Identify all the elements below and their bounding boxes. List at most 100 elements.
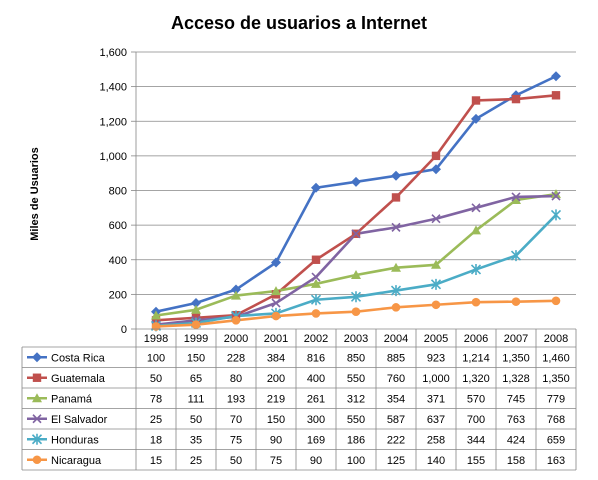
- legend-series-name: El Salvador: [51, 414, 108, 426]
- data-point-marker: [151, 316, 161, 325]
- data-point-marker: [391, 303, 401, 312]
- y-tick-label: 1,400: [99, 82, 127, 94]
- data-point-marker: [551, 91, 561, 100]
- x-tick-label: 2008: [544, 333, 568, 345]
- table-cell-value: 763: [507, 414, 525, 426]
- legend-series-name: Honduras: [51, 434, 99, 446]
- data-point-marker: [391, 170, 401, 181]
- table-cell-value: 587: [387, 414, 405, 426]
- data-point-marker: [351, 229, 361, 239]
- table-cell-value: 1,350: [542, 373, 570, 385]
- data-point-marker: [471, 297, 481, 307]
- table-cell-value: 923: [427, 352, 445, 364]
- data-point-marker: [391, 262, 401, 272]
- data-point-marker: [31, 433, 43, 445]
- data-point-marker: [431, 151, 441, 161]
- data-point-marker: [471, 225, 481, 235]
- table-cell-value: 1,350: [502, 352, 530, 364]
- table-cell-value: 400: [307, 373, 325, 385]
- data-point-marker: [271, 298, 281, 308]
- y-tick-label: 600: [109, 220, 127, 232]
- data-point-marker: [311, 255, 321, 264]
- table-cell-value: 637: [427, 414, 445, 426]
- data-point-marker: [231, 290, 241, 300]
- y-tick-label: 400: [109, 255, 127, 267]
- data-point-marker: [431, 214, 441, 224]
- data-point-marker: [32, 393, 42, 403]
- data-point-marker: [271, 286, 281, 296]
- table-cell-value: 1,328: [502, 373, 530, 385]
- table-cell-value: 424: [507, 434, 525, 446]
- data-point-marker: [551, 189, 561, 199]
- table-cell-value: 850: [347, 352, 365, 364]
- table-cell-value: 261: [307, 393, 325, 405]
- table-cell-value: 100: [347, 455, 365, 467]
- table-cell-value: 15: [150, 455, 162, 467]
- data-point-marker: [471, 203, 481, 213]
- x-tick-label: 2007: [504, 333, 528, 345]
- data-point-marker: [271, 311, 281, 321]
- x-tick-label: 2005: [424, 333, 448, 345]
- y-axis-label: Miles de Usuarios: [29, 147, 41, 241]
- table-cell-value: 90: [310, 455, 322, 467]
- table-cell-value: 659: [547, 434, 565, 446]
- table-cell-value: 300: [307, 414, 325, 426]
- table-cell-value: 35: [190, 434, 202, 446]
- data-point-marker: [32, 352, 42, 363]
- series-lines: [155, 75, 557, 328]
- data-table: 1998 1999 2000 2001 2002 2003 2004 2005 2006 2007…: [21, 328, 577, 471]
- data-point-marker: [551, 191, 561, 201]
- data-point-marker: [151, 322, 161, 331]
- data-point-marker: [471, 113, 481, 124]
- x-tick-label: 2002: [304, 333, 328, 345]
- table-cell-value: 150: [267, 414, 285, 426]
- legend-series-name: Panamá: [51, 393, 93, 405]
- table-cell-value: 193: [227, 393, 245, 405]
- data-point-marker: [271, 257, 281, 268]
- data-point-marker: [350, 291, 362, 303]
- data-point-marker: [311, 309, 321, 318]
- table-cell-value: 75: [230, 434, 242, 446]
- table-cell-value: 158: [507, 455, 525, 467]
- data-point-marker: [510, 250, 522, 262]
- data-point-marker: [191, 320, 201, 329]
- data-point-marker: [311, 182, 321, 193]
- data-point-marker: [311, 272, 321, 282]
- table-cell-value: 344: [467, 434, 485, 446]
- table-cell-value: 258: [427, 434, 445, 446]
- table-cell-value: 885: [387, 352, 405, 364]
- legend-series-name: Guatemala: [51, 373, 106, 385]
- x-tick-label: 2004: [384, 333, 408, 345]
- data-point-marker: [431, 300, 441, 310]
- table-cell-value: 78: [150, 393, 162, 405]
- table-cell-value: 163: [547, 455, 565, 467]
- table-cell-value: 222: [387, 434, 405, 446]
- table-cell-value: 371: [427, 393, 445, 405]
- data-point-marker: [191, 298, 201, 309]
- data-point-marker: [191, 304, 201, 314]
- data-point-marker: [310, 294, 322, 306]
- table-cell-value: 25: [150, 414, 162, 426]
- table-cell-value: 100: [147, 352, 165, 364]
- y-tick-label: 1,000: [99, 151, 127, 163]
- data-point-marker: [511, 195, 521, 205]
- table-cell-value: 779: [547, 393, 565, 405]
- x-tick-label: 2001: [264, 333, 288, 345]
- y-tick-label: 0: [121, 324, 127, 336]
- data-point-marker: [431, 164, 441, 175]
- table-cell-value: 25: [190, 455, 202, 467]
- data-point-marker: [351, 269, 361, 279]
- table-cell-value: 150: [187, 352, 205, 364]
- x-tick-label: 2000: [224, 333, 248, 345]
- data-point-marker: [471, 96, 481, 105]
- x-tick-label: 2003: [344, 333, 368, 345]
- x-tick-label: 2006: [464, 333, 488, 345]
- table-cell-value: 111: [188, 393, 205, 405]
- table-cell-value: 70: [230, 414, 242, 426]
- table-cell-value: 50: [190, 414, 202, 426]
- series-markers: [150, 71, 562, 332]
- gridlines: [136, 51, 576, 295]
- table-cell-value: 745: [507, 393, 525, 405]
- legend-series-name: Nicaragua: [51, 455, 102, 467]
